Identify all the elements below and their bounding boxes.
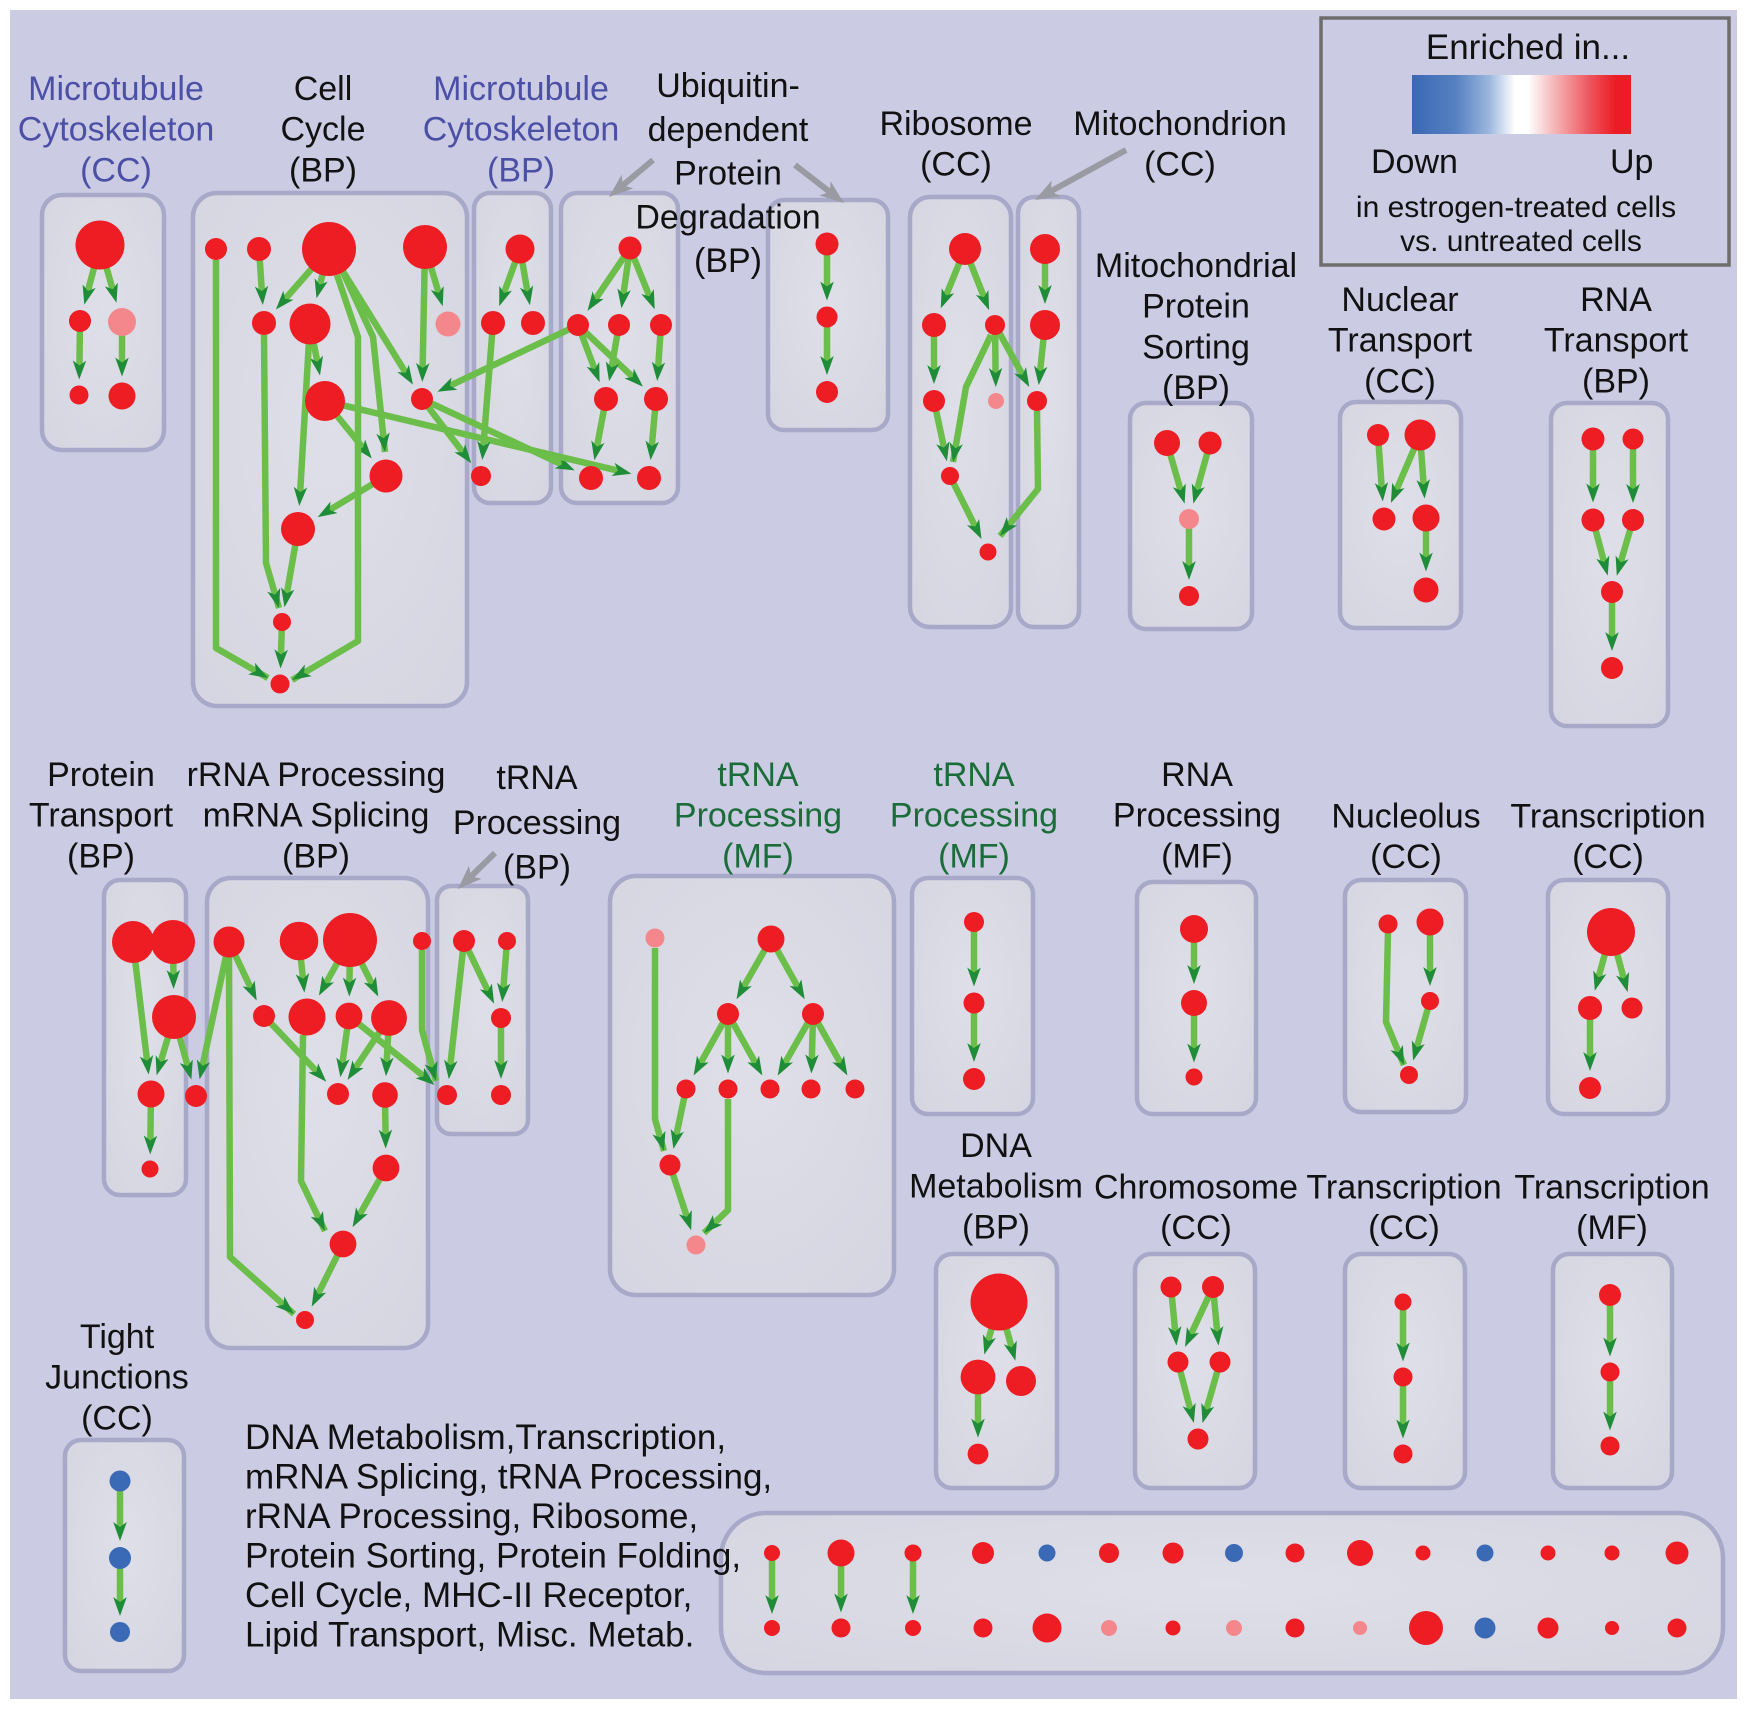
svg-text:(CC): (CC) <box>80 151 152 189</box>
svg-text:Cytoskeleton: Cytoskeleton <box>423 111 620 149</box>
svg-text:(BP): (BP) <box>962 1208 1030 1246</box>
svg-text:Processing: Processing <box>890 797 1058 835</box>
svg-text:RNA: RNA <box>1580 281 1652 319</box>
svg-text:Cell: Cell <box>294 70 353 108</box>
svg-text:(BP): (BP) <box>289 151 357 189</box>
svg-text:Metabolism: Metabolism <box>909 1168 1083 1206</box>
svg-text:Protein: Protein <box>47 756 155 794</box>
svg-text:Processing: Processing <box>674 797 842 835</box>
svg-text:Transcription: Transcription <box>1514 1169 1709 1207</box>
svg-text:Transport: Transport <box>1544 322 1689 360</box>
svg-text:Processing: Processing <box>453 804 621 842</box>
svg-text:vs. untreated cells: vs. untreated cells <box>1400 225 1642 258</box>
svg-text:(CC): (CC) <box>1144 146 1216 184</box>
svg-text:Microtubule: Microtubule <box>28 70 204 108</box>
svg-text:mRNA Splicing: mRNA Splicing <box>203 797 430 835</box>
svg-text:(MF): (MF) <box>1576 1209 1648 1247</box>
svg-text:Transcription: Transcription <box>1306 1169 1501 1207</box>
svg-text:in estrogen-treated cells: in estrogen-treated cells <box>1356 191 1676 224</box>
svg-text:Down: Down <box>1371 143 1458 181</box>
svg-text:(BP): (BP) <box>282 837 350 875</box>
svg-text:Degradation: Degradation <box>635 198 820 236</box>
svg-text:Mitochondrial: Mitochondrial <box>1095 247 1297 285</box>
svg-text:DNA Metabolism,Transcription,: DNA Metabolism,Transcription, <box>245 1418 726 1457</box>
svg-text:(MF): (MF) <box>938 837 1010 875</box>
svg-text:Lipid Transport, Misc. Metab.: Lipid Transport, Misc. Metab. <box>245 1616 694 1655</box>
svg-text:Ribosome: Ribosome <box>879 105 1032 143</box>
svg-text:Ubiquitin-: Ubiquitin- <box>656 67 800 105</box>
svg-text:dependent: dependent <box>648 111 809 149</box>
svg-text:Mitochondrion: Mitochondrion <box>1073 105 1287 143</box>
svg-text:(MF): (MF) <box>1161 837 1233 875</box>
svg-text:(CC): (CC) <box>1364 362 1436 400</box>
svg-text:rRNA Processing: rRNA Processing <box>187 756 446 794</box>
svg-text:Transcription: Transcription <box>1510 798 1705 836</box>
svg-text:(CC): (CC) <box>920 146 992 184</box>
svg-text:(CC): (CC) <box>1572 838 1644 876</box>
svg-text:(CC): (CC) <box>81 1399 153 1437</box>
svg-text:(BP): (BP) <box>503 849 571 887</box>
svg-text:Protein: Protein <box>674 155 782 193</box>
svg-text:tRNA: tRNA <box>496 759 578 797</box>
svg-text:(BP): (BP) <box>694 242 762 280</box>
svg-text:DNA: DNA <box>960 1127 1032 1165</box>
svg-text:RNA: RNA <box>1161 756 1233 794</box>
svg-text:(BP): (BP) <box>1582 362 1650 400</box>
svg-text:(CC): (CC) <box>1370 838 1442 876</box>
svg-text:Nucleolus: Nucleolus <box>1331 798 1480 836</box>
svg-text:Microtubule: Microtubule <box>433 70 609 108</box>
svg-text:Up: Up <box>1610 143 1653 181</box>
svg-text:Sorting: Sorting <box>1142 328 1250 366</box>
svg-text:Protein Sorting, Protein Foldi: Protein Sorting, Protein Folding, <box>245 1537 741 1576</box>
svg-text:Cell Cycle, MHC-II Receptor,: Cell Cycle, MHC-II Receptor, <box>245 1576 692 1615</box>
svg-text:(BP): (BP) <box>1162 369 1230 407</box>
svg-text:(CC): (CC) <box>1368 1209 1440 1247</box>
svg-text:Protein: Protein <box>1142 288 1250 326</box>
svg-text:Tight: Tight <box>80 1318 155 1356</box>
svg-text:(MF): (MF) <box>722 837 794 875</box>
svg-text:(CC): (CC) <box>1160 1209 1232 1247</box>
svg-text:Transport: Transport <box>1328 322 1473 360</box>
svg-text:(BP): (BP) <box>67 837 135 875</box>
svg-text:(BP): (BP) <box>487 151 555 189</box>
svg-text:tRNA: tRNA <box>933 756 1015 794</box>
svg-text:Cycle: Cycle <box>280 111 365 149</box>
svg-text:Junctions: Junctions <box>45 1359 189 1397</box>
svg-text:tRNA: tRNA <box>717 756 799 794</box>
svg-text:Chromosome: Chromosome <box>1094 1169 1298 1207</box>
svg-text:rRNA Processing, Ribosome,: rRNA Processing, Ribosome, <box>245 1497 698 1536</box>
svg-text:mRNA Splicing, tRNA Processing: mRNA Splicing, tRNA Processing, <box>245 1458 772 1497</box>
svg-text:Transport: Transport <box>29 797 174 835</box>
svg-text:Processing: Processing <box>1113 797 1281 835</box>
svg-text:Nuclear: Nuclear <box>1341 281 1458 319</box>
svg-text:Cytoskeleton: Cytoskeleton <box>18 111 215 149</box>
svg-text:Enriched in...: Enriched in... <box>1426 28 1630 67</box>
